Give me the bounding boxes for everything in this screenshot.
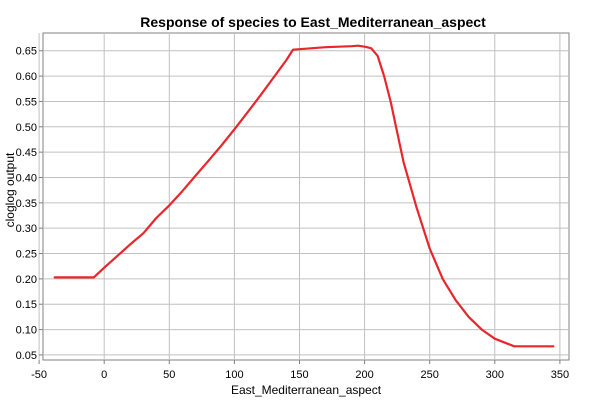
y-tick-label: 0.25 <box>16 249 37 261</box>
y-axis-label: cloglog output <box>3 152 17 227</box>
axis-ticks: -50 0 50 100 150 200 250 300 350 0.05 0.10 0.15 0.20… <box>16 46 569 381</box>
x-tick-label: 100 <box>225 369 243 381</box>
x-tick-label: 50 <box>163 369 175 381</box>
x-tick-label: -50 <box>31 369 47 381</box>
chart-title: Response of species to East_Mediterranea… <box>140 14 486 30</box>
y-tick-label: 0.05 <box>16 350 37 362</box>
x-tick-label: 250 <box>421 369 439 381</box>
x-tick-label: 200 <box>355 369 373 381</box>
y-tick-label: 0.55 <box>16 96 37 108</box>
series-layer <box>53 44 555 348</box>
y-tick-label: 0.35 <box>16 198 37 210</box>
y-tick-label: 0.40 <box>16 172 37 184</box>
x-tick-label: 150 <box>290 369 308 381</box>
y-tick-label: 0.60 <box>16 71 37 83</box>
x-axis-label: East_Mediterranean_aspect <box>231 383 382 397</box>
y-tick-label: 0.15 <box>16 299 37 311</box>
y-tick-label: 0.20 <box>16 274 37 286</box>
y-tick-label: 0.30 <box>16 223 37 235</box>
x-tick-label: 0 <box>101 369 107 381</box>
y-tick-label: 0.45 <box>16 147 37 159</box>
x-tick-label: 350 <box>551 369 569 381</box>
y-tick-label: 0.10 <box>16 325 37 337</box>
grid-lines <box>38 33 569 360</box>
x-tick-label: 300 <box>486 369 504 381</box>
y-tick-label: 0.50 <box>16 122 37 134</box>
plot-area <box>42 32 570 361</box>
series-line-0 <box>53 44 555 348</box>
y-tick-label: 0.65 <box>16 46 37 58</box>
